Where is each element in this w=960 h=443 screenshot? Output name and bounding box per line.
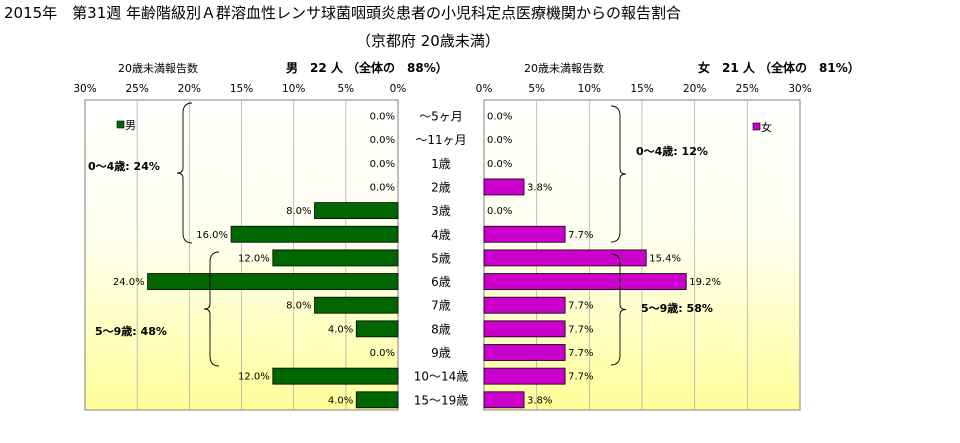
- male-value-label: 8.0%: [286, 206, 311, 217]
- female-x-tick-label: 20%: [683, 83, 706, 95]
- male-x-tick-label: 30%: [73, 83, 96, 95]
- female-x-tick-label: 10%: [578, 83, 601, 95]
- male-value-label: 12.0%: [238, 372, 270, 383]
- age-category-label: 10～14歳: [414, 370, 469, 384]
- male-x-tick-label: 25%: [125, 83, 148, 95]
- age-category-label: 3歳: [431, 204, 451, 218]
- age-category-label: 6歳: [431, 275, 451, 289]
- female-x-tick-label: 0%: [476, 83, 493, 95]
- male-header-left: 20歳未満報告数: [118, 62, 198, 75]
- male-x-tick-label: 0%: [390, 83, 407, 95]
- female-bar: [483, 391, 525, 409]
- female-value-label: 0.0%: [487, 206, 512, 217]
- female-value-label: 3.8%: [527, 395, 552, 406]
- male-bar: [230, 225, 399, 243]
- female-bar: [483, 249, 647, 267]
- age-category-label: ～11ヶ月: [415, 133, 466, 147]
- male-group-brace: [176, 102, 193, 244]
- female-x-tick-label: 30%: [788, 83, 811, 95]
- male-header-right: 男 22 人 （全体の 88%）: [286, 60, 448, 75]
- male-bar: [355, 320, 399, 338]
- female-group-brace: [610, 105, 627, 243]
- age-category-label: 2歳: [431, 180, 451, 194]
- male-value-label: 0.0%: [370, 182, 395, 193]
- male-group-label: 0～4歳: 24%: [88, 159, 160, 173]
- female-header-right: 女 21 人 （全体の 81%）: [698, 60, 860, 75]
- female-value-label: 0.0%: [487, 112, 512, 123]
- chart-subtitle: （京都府 20歳未満）: [356, 32, 500, 50]
- age-category-label: 5歳: [431, 251, 451, 265]
- male-legend-label: 男: [125, 119, 136, 132]
- chart-title: 2015年 第31週 年齢階級別Ａ群溶血性レンサ球菌咽頭炎患者の小児科定点医療機…: [4, 4, 681, 22]
- male-bar: [314, 296, 399, 314]
- male-bar: [272, 249, 399, 267]
- female-group-label: 0～4歳: 12%: [636, 144, 708, 158]
- male-value-label: 4.0%: [328, 395, 353, 406]
- female-x-tick-label: 25%: [736, 83, 759, 95]
- age-category-label: 9歳: [431, 346, 451, 360]
- female-value-label: 0.0%: [487, 135, 512, 146]
- male-x-tick-label: 15%: [230, 83, 253, 95]
- female-value-label: 19.2%: [689, 277, 721, 288]
- female-value-label: 7.7%: [568, 301, 593, 312]
- male-legend-swatch: [116, 120, 125, 129]
- female-value-label: 7.7%: [568, 348, 593, 359]
- male-bar: [314, 202, 399, 220]
- male-value-label: 12.0%: [238, 253, 270, 264]
- female-value-label: 3.8%: [527, 182, 552, 193]
- female-group-brace: [610, 253, 627, 366]
- age-category-label: 8歳: [431, 322, 451, 336]
- male-bar: [147, 273, 399, 290]
- male-bar: [272, 367, 399, 385]
- female-value-label: 0.0%: [487, 159, 512, 170]
- female-x-tick-label: 5%: [528, 83, 545, 95]
- male-bar: [355, 391, 399, 409]
- female-bar: [483, 178, 525, 196]
- female-bar: [483, 344, 566, 361]
- female-bar: [483, 225, 566, 243]
- female-group-label: 5～9歳: 58%: [641, 301, 713, 315]
- female-x-tick-label: 15%: [630, 83, 653, 95]
- female-value-label: 7.7%: [568, 230, 593, 241]
- male-value-label: 16.0%: [196, 230, 228, 241]
- male-value-label: 24.0%: [113, 277, 145, 288]
- male-group-brace: [203, 251, 220, 367]
- female-bar: [483, 296, 566, 314]
- male-panel: 30% 25% 20% 15% 10% 5% 0% 0.0% 0.0% 0.0% 0.0% 8.0%…: [73, 60, 448, 411]
- male-x-tick-label: 5%: [337, 83, 354, 95]
- age-category-label: 4歳: [431, 228, 451, 242]
- male-value-label: 4.0%: [328, 324, 353, 335]
- age-category-label: 7歳: [431, 299, 451, 313]
- male-x-tick-label: 20%: [178, 83, 201, 95]
- female-value-label: 7.7%: [568, 324, 593, 335]
- age-category-label: 1歳: [431, 157, 451, 171]
- female-value-label: 7.7%: [568, 372, 593, 383]
- male-value-label: 8.0%: [286, 301, 311, 312]
- male-value-label: 0.0%: [370, 112, 395, 123]
- female-legend-swatch: [752, 122, 761, 131]
- age-category-label: ～5ヶ月: [419, 110, 463, 124]
- female-bar: [483, 273, 687, 290]
- female-panel: 0% 5% 10% 15% 20% 25% 30% 0.0% 0.0% 0.0% 3.8% 0.0%…: [476, 60, 860, 411]
- age-category-labels: ～5ヶ月 ～11ヶ月 1歳 2歳 3歳 4歳 5歳 6歳 7歳 8歳 9歳 10～14歳 15～19歳: [414, 110, 469, 408]
- female-header-left: 20歳未満報告数: [524, 62, 604, 75]
- male-value-label: 0.0%: [370, 348, 395, 359]
- male-group-label: 5～9歳: 48%: [95, 324, 167, 338]
- age-category-label: 15～19歳: [414, 393, 469, 407]
- male-x-tick-label: 10%: [282, 83, 305, 95]
- male-value-label: 0.0%: [370, 159, 395, 170]
- female-bar: [483, 320, 566, 338]
- female-bar: [483, 367, 566, 385]
- male-value-label: 0.0%: [370, 135, 395, 146]
- female-value-label: 15.4%: [649, 253, 681, 264]
- female-legend-label: 女: [761, 120, 772, 134]
